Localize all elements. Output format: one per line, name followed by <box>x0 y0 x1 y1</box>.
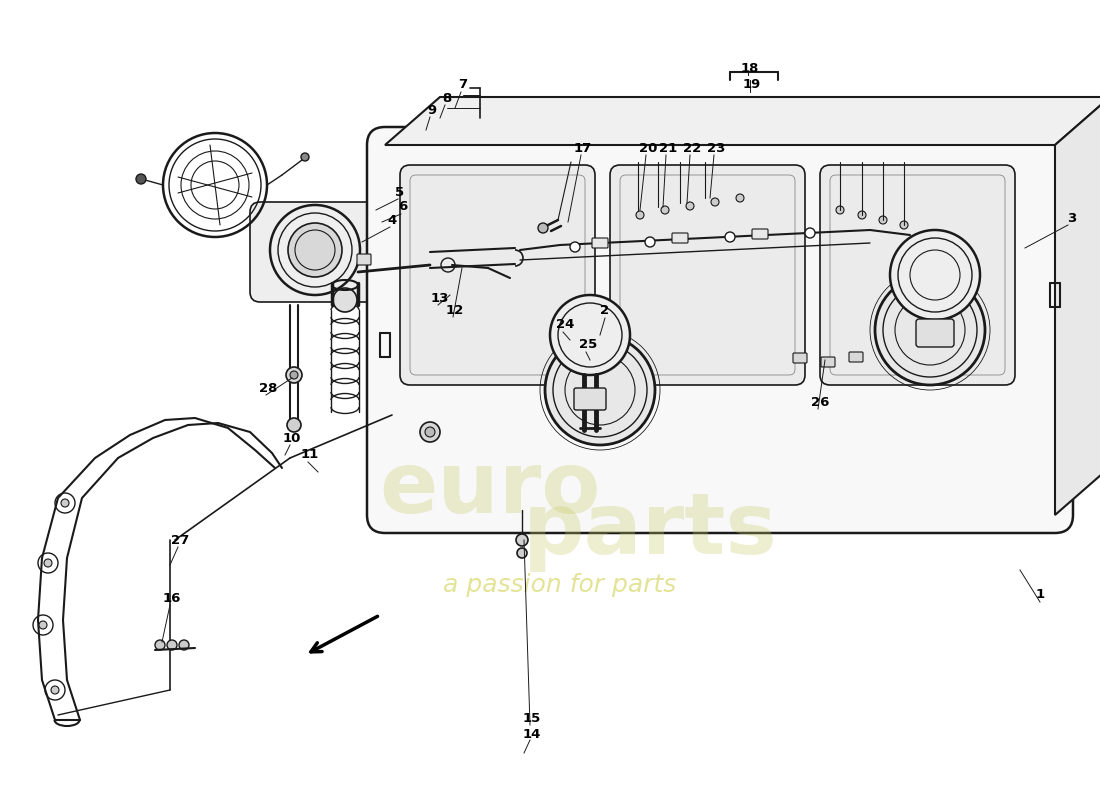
Text: 9: 9 <box>428 103 437 117</box>
Text: 26: 26 <box>811 395 829 409</box>
Text: 13: 13 <box>431 291 449 305</box>
Circle shape <box>516 534 528 546</box>
Text: 27: 27 <box>170 534 189 546</box>
Circle shape <box>290 371 298 379</box>
Text: 20: 20 <box>639 142 657 154</box>
FancyBboxPatch shape <box>367 127 1072 533</box>
FancyBboxPatch shape <box>752 229 768 239</box>
FancyBboxPatch shape <box>672 233 688 243</box>
Text: a passion for parts: a passion for parts <box>443 573 676 597</box>
FancyBboxPatch shape <box>916 319 954 347</box>
Circle shape <box>179 640 189 650</box>
Polygon shape <box>385 97 1100 145</box>
FancyBboxPatch shape <box>250 202 380 302</box>
Text: 12: 12 <box>446 303 464 317</box>
Text: 11: 11 <box>301 449 319 462</box>
FancyBboxPatch shape <box>610 165 805 385</box>
Text: 28: 28 <box>258 382 277 394</box>
Text: 24: 24 <box>556 318 574 331</box>
Circle shape <box>301 153 309 161</box>
Circle shape <box>645 237 654 247</box>
Circle shape <box>270 205 360 295</box>
Text: 3: 3 <box>1067 211 1077 225</box>
FancyBboxPatch shape <box>574 388 606 410</box>
Circle shape <box>538 223 548 233</box>
FancyBboxPatch shape <box>821 357 835 367</box>
Circle shape <box>711 198 719 206</box>
Circle shape <box>836 206 844 214</box>
FancyBboxPatch shape <box>400 165 595 385</box>
Polygon shape <box>1055 97 1100 515</box>
Circle shape <box>879 216 887 224</box>
Circle shape <box>39 621 47 629</box>
Circle shape <box>333 288 358 312</box>
Circle shape <box>44 559 52 567</box>
Text: 6: 6 <box>398 201 408 214</box>
Text: 5: 5 <box>395 186 405 198</box>
Text: 14: 14 <box>522 729 541 742</box>
Circle shape <box>686 202 694 210</box>
Text: 17: 17 <box>574 142 592 154</box>
Circle shape <box>517 548 527 558</box>
FancyBboxPatch shape <box>358 254 371 265</box>
Circle shape <box>136 174 146 184</box>
Circle shape <box>155 640 165 650</box>
Circle shape <box>736 194 744 202</box>
Circle shape <box>874 275 984 385</box>
FancyBboxPatch shape <box>793 353 807 363</box>
Circle shape <box>288 223 342 277</box>
Text: 1: 1 <box>1035 589 1045 602</box>
Text: 19: 19 <box>742 78 761 91</box>
Text: 21: 21 <box>659 142 678 154</box>
Text: 8: 8 <box>442 91 452 105</box>
Text: 7: 7 <box>459 78 468 91</box>
FancyBboxPatch shape <box>592 238 608 248</box>
FancyBboxPatch shape <box>849 352 864 362</box>
Circle shape <box>661 206 669 214</box>
Circle shape <box>544 335 654 445</box>
Circle shape <box>636 211 644 219</box>
Circle shape <box>550 295 630 375</box>
Circle shape <box>167 640 177 650</box>
Circle shape <box>286 367 302 383</box>
Circle shape <box>425 427 435 437</box>
Text: 4: 4 <box>387 214 397 226</box>
Circle shape <box>890 230 980 320</box>
Text: 18: 18 <box>740 62 759 74</box>
Circle shape <box>420 422 440 442</box>
Circle shape <box>60 499 69 507</box>
Circle shape <box>805 228 815 238</box>
Text: euro: euro <box>379 449 601 531</box>
Text: 16: 16 <box>163 591 182 605</box>
Circle shape <box>51 686 59 694</box>
Text: 15: 15 <box>522 711 541 725</box>
Circle shape <box>858 211 866 219</box>
Text: 23: 23 <box>707 142 725 154</box>
FancyBboxPatch shape <box>820 165 1015 385</box>
Text: 22: 22 <box>683 142 701 154</box>
Text: 2: 2 <box>601 303 609 317</box>
Text: parts: parts <box>522 489 778 571</box>
Circle shape <box>287 418 301 432</box>
Circle shape <box>570 242 580 252</box>
Circle shape <box>725 232 735 242</box>
Circle shape <box>900 221 908 229</box>
Text: 10: 10 <box>283 431 301 445</box>
Text: 25: 25 <box>579 338 597 351</box>
